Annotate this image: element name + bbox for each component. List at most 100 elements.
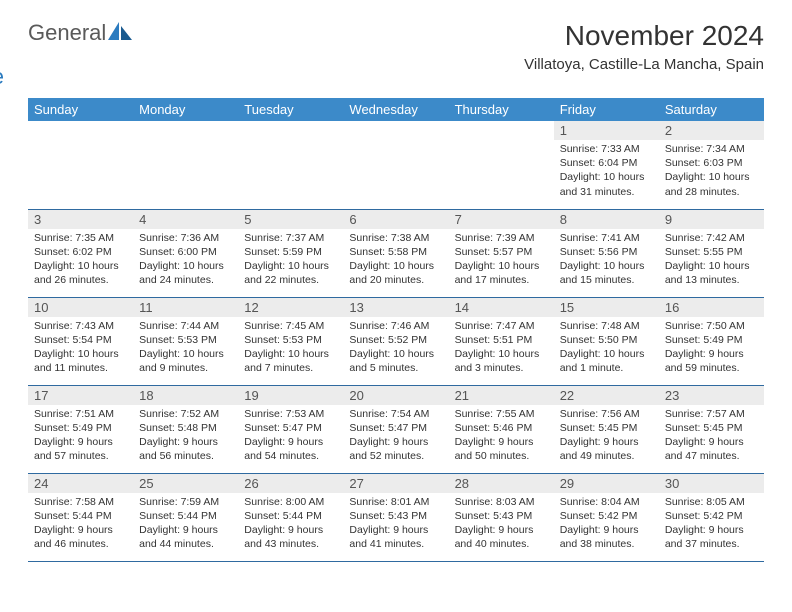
- weekday-header: Sunday: [28, 98, 133, 121]
- calendar-cell: [343, 121, 448, 209]
- day-details: Sunrise: 8:01 AMSunset: 5:43 PMDaylight:…: [343, 493, 448, 556]
- logo-word-1: General: [28, 20, 106, 46]
- calendar-cell: 30Sunrise: 8:05 AMSunset: 5:42 PMDayligh…: [659, 473, 764, 561]
- calendar-cell: 21Sunrise: 7:55 AMSunset: 5:46 PMDayligh…: [449, 385, 554, 473]
- day-details: Sunrise: 7:39 AMSunset: 5:57 PMDaylight:…: [449, 229, 554, 292]
- day-number: 7: [449, 210, 554, 229]
- day-number: 17: [28, 386, 133, 405]
- day-number: 10: [28, 298, 133, 317]
- day-details: Sunrise: 7:54 AMSunset: 5:47 PMDaylight:…: [343, 405, 448, 468]
- day-number: 30: [659, 474, 764, 493]
- weekday-header: Wednesday: [343, 98, 448, 121]
- day-number: 12: [238, 298, 343, 317]
- day-details: Sunrise: 8:05 AMSunset: 5:42 PMDaylight:…: [659, 493, 764, 556]
- calendar-cell: 2Sunrise: 7:34 AMSunset: 6:03 PMDaylight…: [659, 121, 764, 209]
- calendar-cell: 3Sunrise: 7:35 AMSunset: 6:02 PMDaylight…: [28, 209, 133, 297]
- location-subtitle: Villatoya, Castille-La Mancha, Spain: [524, 56, 764, 73]
- calendar-cell: 22Sunrise: 7:56 AMSunset: 5:45 PMDayligh…: [554, 385, 659, 473]
- calendar-cell: 12Sunrise: 7:45 AMSunset: 5:53 PMDayligh…: [238, 297, 343, 385]
- day-details: Sunrise: 7:50 AMSunset: 5:49 PMDaylight:…: [659, 317, 764, 380]
- weekday-header: Monday: [133, 98, 238, 121]
- day-number: 19: [238, 386, 343, 405]
- calendar-cell: [133, 121, 238, 209]
- day-details: Sunrise: 7:46 AMSunset: 5:52 PMDaylight:…: [343, 317, 448, 380]
- calendar-cell: 10Sunrise: 7:43 AMSunset: 5:54 PMDayligh…: [28, 297, 133, 385]
- day-number: 27: [343, 474, 448, 493]
- day-details: Sunrise: 7:53 AMSunset: 5:47 PMDaylight:…: [238, 405, 343, 468]
- logo: General Blue: [28, 20, 132, 90]
- day-details: Sunrise: 7:36 AMSunset: 6:00 PMDaylight:…: [133, 229, 238, 292]
- calendar-table: SundayMondayTuesdayWednesdayThursdayFrid…: [28, 98, 764, 562]
- calendar-week: 1Sunrise: 7:33 AMSunset: 6:04 PMDaylight…: [28, 121, 764, 209]
- day-number: 11: [133, 298, 238, 317]
- weekday-header: Tuesday: [238, 98, 343, 121]
- day-number: 9: [659, 210, 764, 229]
- day-details: Sunrise: 7:57 AMSunset: 5:45 PMDaylight:…: [659, 405, 764, 468]
- calendar-cell: 6Sunrise: 7:38 AMSunset: 5:58 PMDaylight…: [343, 209, 448, 297]
- day-number: 6: [343, 210, 448, 229]
- day-details: Sunrise: 8:00 AMSunset: 5:44 PMDaylight:…: [238, 493, 343, 556]
- day-number: 25: [133, 474, 238, 493]
- page-title: November 2024: [524, 20, 764, 52]
- day-number: 18: [133, 386, 238, 405]
- day-details: Sunrise: 7:35 AMSunset: 6:02 PMDaylight:…: [28, 229, 133, 292]
- day-number: 5: [238, 210, 343, 229]
- day-number: 24: [28, 474, 133, 493]
- calendar-cell: 29Sunrise: 8:04 AMSunset: 5:42 PMDayligh…: [554, 473, 659, 561]
- calendar-cell: 28Sunrise: 8:03 AMSunset: 5:43 PMDayligh…: [449, 473, 554, 561]
- day-details: Sunrise: 8:03 AMSunset: 5:43 PMDaylight:…: [449, 493, 554, 556]
- weekday-header: Saturday: [659, 98, 764, 121]
- day-details: Sunrise: 7:43 AMSunset: 5:54 PMDaylight:…: [28, 317, 133, 380]
- calendar-cell: 15Sunrise: 7:48 AMSunset: 5:50 PMDayligh…: [554, 297, 659, 385]
- calendar-cell: 5Sunrise: 7:37 AMSunset: 5:59 PMDaylight…: [238, 209, 343, 297]
- calendar-cell: 16Sunrise: 7:50 AMSunset: 5:49 PMDayligh…: [659, 297, 764, 385]
- calendar-cell: 17Sunrise: 7:51 AMSunset: 5:49 PMDayligh…: [28, 385, 133, 473]
- day-details: Sunrise: 7:34 AMSunset: 6:03 PMDaylight:…: [659, 140, 764, 203]
- calendar-week: 24Sunrise: 7:58 AMSunset: 5:44 PMDayligh…: [28, 473, 764, 561]
- calendar-head: SundayMondayTuesdayWednesdayThursdayFrid…: [28, 98, 764, 121]
- logo-sail-icon: [108, 22, 132, 40]
- day-details: Sunrise: 7:44 AMSunset: 5:53 PMDaylight:…: [133, 317, 238, 380]
- day-number: 16: [659, 298, 764, 317]
- day-number: 21: [449, 386, 554, 405]
- calendar-week: 10Sunrise: 7:43 AMSunset: 5:54 PMDayligh…: [28, 297, 764, 385]
- day-number: 14: [449, 298, 554, 317]
- calendar-cell: 13Sunrise: 7:46 AMSunset: 5:52 PMDayligh…: [343, 297, 448, 385]
- calendar-week: 3Sunrise: 7:35 AMSunset: 6:02 PMDaylight…: [28, 209, 764, 297]
- calendar-cell: [238, 121, 343, 209]
- calendar-cell: 11Sunrise: 7:44 AMSunset: 5:53 PMDayligh…: [133, 297, 238, 385]
- day-number: 2: [659, 121, 764, 140]
- day-details: Sunrise: 7:47 AMSunset: 5:51 PMDaylight:…: [449, 317, 554, 380]
- page: General Blue November 2024 Villatoya, Ca…: [0, 0, 792, 582]
- logo-word-2: Blue: [0, 64, 4, 90]
- day-number: 3: [28, 210, 133, 229]
- header: General Blue November 2024 Villatoya, Ca…: [28, 20, 764, 90]
- day-details: Sunrise: 7:48 AMSunset: 5:50 PMDaylight:…: [554, 317, 659, 380]
- calendar-cell: 1Sunrise: 7:33 AMSunset: 6:04 PMDaylight…: [554, 121, 659, 209]
- day-details: Sunrise: 7:51 AMSunset: 5:49 PMDaylight:…: [28, 405, 133, 468]
- day-details: Sunrise: 7:55 AMSunset: 5:46 PMDaylight:…: [449, 405, 554, 468]
- calendar-cell: 26Sunrise: 8:00 AMSunset: 5:44 PMDayligh…: [238, 473, 343, 561]
- day-details: Sunrise: 7:52 AMSunset: 5:48 PMDaylight:…: [133, 405, 238, 468]
- calendar-cell: 9Sunrise: 7:42 AMSunset: 5:55 PMDaylight…: [659, 209, 764, 297]
- calendar-cell: [449, 121, 554, 209]
- calendar-cell: 7Sunrise: 7:39 AMSunset: 5:57 PMDaylight…: [449, 209, 554, 297]
- day-details: Sunrise: 7:59 AMSunset: 5:44 PMDaylight:…: [133, 493, 238, 556]
- calendar-cell: 18Sunrise: 7:52 AMSunset: 5:48 PMDayligh…: [133, 385, 238, 473]
- calendar-body: 1Sunrise: 7:33 AMSunset: 6:04 PMDaylight…: [28, 121, 764, 561]
- calendar-cell: [28, 121, 133, 209]
- day-details: Sunrise: 7:41 AMSunset: 5:56 PMDaylight:…: [554, 229, 659, 292]
- calendar-cell: 19Sunrise: 7:53 AMSunset: 5:47 PMDayligh…: [238, 385, 343, 473]
- day-number: 4: [133, 210, 238, 229]
- day-details: Sunrise: 7:58 AMSunset: 5:44 PMDaylight:…: [28, 493, 133, 556]
- day-details: Sunrise: 7:38 AMSunset: 5:58 PMDaylight:…: [343, 229, 448, 292]
- title-block: November 2024 Villatoya, Castille-La Man…: [524, 20, 764, 73]
- calendar-cell: 23Sunrise: 7:57 AMSunset: 5:45 PMDayligh…: [659, 385, 764, 473]
- calendar-week: 17Sunrise: 7:51 AMSunset: 5:49 PMDayligh…: [28, 385, 764, 473]
- day-number: 1: [554, 121, 659, 140]
- day-number: 26: [238, 474, 343, 493]
- day-details: Sunrise: 7:42 AMSunset: 5:55 PMDaylight:…: [659, 229, 764, 292]
- calendar-cell: 25Sunrise: 7:59 AMSunset: 5:44 PMDayligh…: [133, 473, 238, 561]
- calendar-cell: 14Sunrise: 7:47 AMSunset: 5:51 PMDayligh…: [449, 297, 554, 385]
- day-number: 15: [554, 298, 659, 317]
